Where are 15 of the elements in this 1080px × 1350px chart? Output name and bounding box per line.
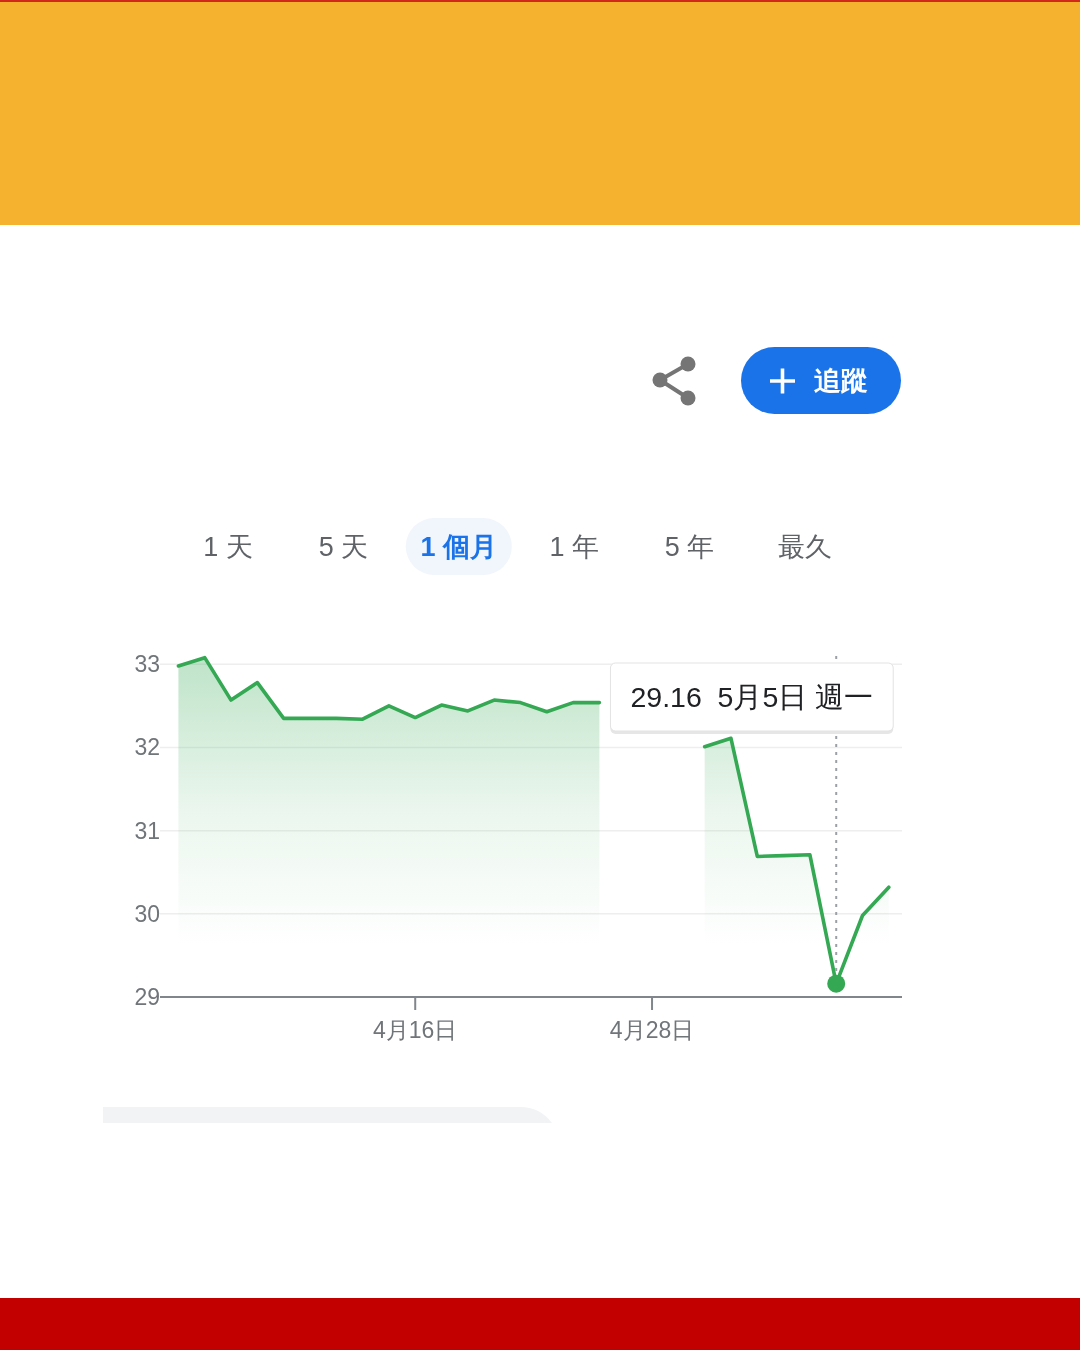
annotation: 29.16 5月5日 週一	[630, 681, 874, 713]
text: 1 個月	[420, 532, 498, 562]
text: 追蹤	[814, 366, 868, 396]
text: 最久	[778, 532, 832, 562]
text: 1 天	[203, 532, 253, 562]
text: 1 年	[549, 532, 599, 562]
y-tick-label: 30	[134, 900, 160, 927]
y-tick-label: 31	[134, 817, 160, 844]
y-tick-label: 32	[134, 734, 160, 761]
x-tick-label: 4月16日	[373, 1017, 458, 1043]
y-tick-label: 33	[134, 651, 160, 678]
text: 5 年	[664, 532, 715, 562]
y-tick-label: 29	[134, 984, 160, 1010]
text: 5 天	[318, 532, 369, 562]
x-tick-label: 4月28日	[609, 1017, 695, 1043]
